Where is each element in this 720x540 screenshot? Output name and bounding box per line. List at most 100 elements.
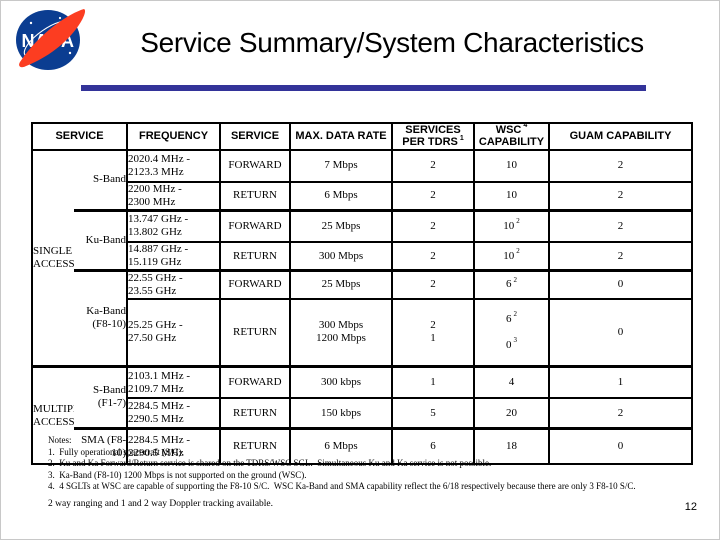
data-rate-cell: 25 Mbps	[289, 268, 393, 300]
direction-cell: RETURN	[219, 180, 291, 212]
data-rate-cell: 300 Mbps 1200 Mbps	[289, 297, 393, 368]
per-tdrs-cell: 2	[391, 208, 475, 244]
header-line: WSC 4	[495, 123, 528, 136]
page-title: Service Summary/System Characteristics	[140, 27, 644, 58]
wsc-cell: 18	[473, 426, 550, 466]
per-tdrs-cell: 5	[391, 397, 475, 430]
direction-cell: RETURN	[219, 397, 291, 430]
table-row: Ku-Band 13.747 GHz - 13.802 GHz FORWARD …	[32, 208, 693, 272]
note-item: 3. Ka-Band (F8-10) 1200 Mbps is not supp…	[48, 469, 307, 480]
per-tdrs-cell: 1	[391, 364, 475, 400]
table-row: SMA (F8-10) 2284.5 MHz - 2290.5 MHz RETU…	[32, 426, 693, 466]
note-item: 1. Fully operational spacecraft (S/C).	[48, 446, 184, 457]
col-header-services-per-tdrs: SERVICES PER TDRS 1	[391, 122, 475, 151]
frequency-cell: 2020.4 MHz - 2123.3 MHz	[126, 148, 221, 183]
table-row: MULTIPLE ACCESS S-Band (F1-7) 2103.1 MHz…	[31, 364, 693, 466]
table-row: 2284.5 MHz - 2290.5 MHz RETURN 150 kbps …	[32, 397, 693, 430]
frequency-cell: 25.25 GHz - 27.50 GHz	[126, 297, 221, 368]
col-header-wsc-capability: WSC 4 CAPABILITY	[473, 122, 550, 151]
note-item: 2. Ku and Ka Forward/Return service is s…	[48, 458, 492, 468]
table-row: 25.25 GHz - 27.50 GHz RETURN 300 Mbps 12…	[32, 297, 693, 368]
wsc-cell: 10	[473, 180, 550, 212]
header-line: PER TDRS 1	[402, 134, 464, 149]
guam-cell: 0	[548, 268, 693, 300]
wsc-cell: 4	[473, 364, 550, 400]
footnote-ref: 4	[523, 123, 528, 130]
frequency-cell: 14.887 GHz - 15.119 GHz	[126, 241, 221, 272]
guam-cell: 2	[548, 397, 693, 430]
direction-cell: FORWARD	[219, 268, 291, 300]
frequency-cell: 2103.1 MHz - 2109.7 MHz	[126, 364, 221, 400]
guam-cell: 0	[548, 297, 693, 368]
frequency-cell: 2200 MHz - 2300 MHz	[126, 180, 221, 212]
guam-cell: 2	[548, 208, 693, 244]
header-line: CAPABILITY	[478, 136, 545, 149]
direction-cell: RETURN	[219, 297, 291, 368]
notes-title: Notes:	[48, 435, 72, 445]
table-row: SINGLE ACCESS S-Band 2020.4 MHz - 2123.3…	[31, 148, 693, 368]
per-tdrs-cell: 2 1	[391, 297, 475, 368]
tracking-note: 2 way ranging and 1 and 2 way Doppler tr…	[48, 499, 274, 509]
notes-block: Notes: 1. Fully operational spacecraft (…	[48, 435, 636, 493]
red-swoosh-icon	[19, 9, 86, 68]
data-rate-cell: 150 kbps	[289, 397, 393, 430]
col-header-frequency: FREQUENCY	[126, 122, 221, 151]
service-group-cell: SINGLE ACCESS	[31, 148, 74, 368]
footnote-ref: 2	[516, 217, 520, 226]
per-tdrs-cell: 2	[391, 268, 475, 300]
frequency-cell: 22.55 GHz - 23.55 GHz	[126, 268, 221, 300]
table-header-row: SERVICE FREQUENCY SERVICE MAX. DATA RATE…	[31, 122, 693, 151]
guam-cell: 2	[548, 148, 693, 183]
service-group-cell: MULTIPLE ACCESS	[31, 364, 74, 466]
guam-cell: 2	[548, 241, 693, 272]
table-row: 14.887 GHz - 15.119 GHz RETURN 300 Mbps …	[32, 241, 693, 272]
wsc-cell: 20	[473, 397, 550, 430]
service-summary-table: SERVICE FREQUENCY SERVICE MAX. DATA RATE…	[31, 122, 693, 466]
note-item: 4. 4 SGLTs at WSC are capable of support…	[48, 481, 636, 491]
direction-cell: RETURN	[219, 426, 291, 466]
wsc-cell: 10 2	[473, 241, 550, 272]
per-tdrs-cell: 2	[391, 180, 475, 212]
data-rate-cell: 6 Mbps	[289, 180, 393, 212]
data-rate-cell: 300 kbps	[289, 364, 393, 400]
per-tdrs-cell: 2	[391, 148, 475, 183]
data-rate-cell: 300 Mbps	[289, 241, 393, 272]
col-header-guam-capability: GUAM CAPABILITY	[548, 122, 693, 151]
footnote-ref: 2	[513, 275, 518, 284]
band-cell: SMA (F8-10)	[74, 426, 128, 466]
table-row: 2200 MHz - 2300 MHz RETURN 6 Mbps 2 10 2	[32, 180, 693, 212]
direction-cell: FORWARD	[219, 208, 291, 244]
band-cell: S-Band	[74, 148, 128, 212]
title-divider	[81, 85, 646, 91]
direction-cell: FORWARD	[219, 148, 291, 183]
frequency-cell: 13.747 GHz - 13.802 GHz	[126, 208, 221, 244]
wsc-cell: 10	[473, 148, 550, 183]
header-line: SERVICES	[405, 124, 461, 136]
direction-cell: RETURN	[219, 241, 291, 272]
guam-cell: 0	[548, 426, 693, 466]
wsc-cell: 10 2	[473, 208, 550, 244]
page-number: 12	[684, 501, 697, 513]
footnote-ref: 2	[516, 246, 520, 255]
col-header-direction: SERVICE	[219, 122, 291, 151]
guam-cell: 1	[548, 364, 693, 400]
data-rate-cell: 25 Mbps	[289, 208, 393, 244]
col-header-service: SERVICE	[31, 122, 128, 151]
frequency-cell: 2284.5 MHz - 2290.5 MHz	[126, 426, 221, 466]
data-rate-cell: 7 Mbps	[289, 148, 393, 183]
band-cell: Ka-Band (F8-10)	[74, 269, 128, 368]
footnote-ref: 1	[459, 134, 464, 142]
col-header-max-data-rate: MAX. DATA RATE	[289, 122, 393, 151]
band-cell: S-Band (F1-7)	[74, 364, 128, 430]
nasa-logo: NASA	[16, 9, 86, 70]
footnote-ref: 3	[513, 336, 518, 345]
per-tdrs-cell: 6	[391, 426, 475, 466]
guam-cell: 2	[548, 180, 693, 212]
per-tdrs-cell: 2	[391, 241, 475, 272]
band-cell: Ku-Band	[74, 208, 128, 272]
footnote-ref: 2	[513, 310, 518, 319]
table-row: Ka-Band (F8-10) 22.55 GHz - 23.55 GHz FO…	[32, 268, 693, 368]
